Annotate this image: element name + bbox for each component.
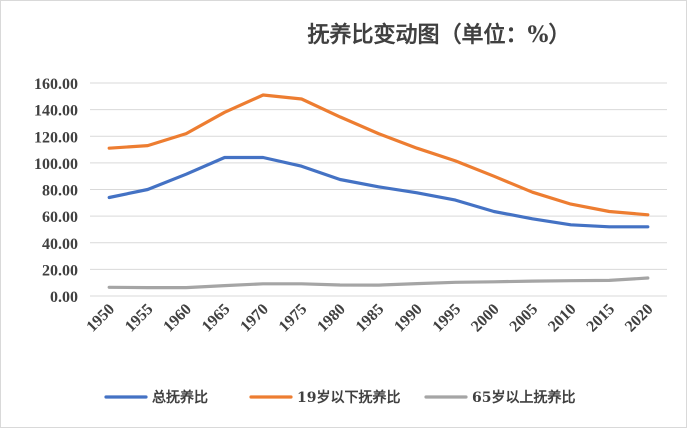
- x-tick-label: 1985: [353, 301, 388, 336]
- series-line-3: [107, 276, 650, 290]
- x-axis-ticks: 1950 1955 1960 1965 1970 1975 1980 1985 1990 1995…: [83, 301, 656, 336]
- x-tick-label: 1950: [83, 301, 118, 336]
- legend-label-3: 65岁以上抚养比: [472, 389, 575, 406]
- y-tick-label: 120.00: [34, 129, 78, 146]
- x-tick-label: 1955: [122, 301, 157, 336]
- x-tick-label: 2020: [622, 301, 657, 336]
- legend: 总抚养比 19岁以下抚养比 65岁以上抚养比: [104, 389, 575, 406]
- series-line-2: [107, 93, 650, 217]
- x-tick-label: 1995: [430, 301, 465, 336]
- y-tick-label: 160.00: [34, 76, 78, 93]
- x-tick-label: 1965: [199, 301, 234, 336]
- y-tick-label: 80.00: [42, 183, 78, 200]
- chart-title: 抚养比变动图（单位：%）: [308, 22, 571, 48]
- y-tick-label: 60.00: [42, 209, 78, 226]
- x-tick-label: 2015: [583, 301, 618, 336]
- legend-label-1: 总抚养比: [152, 389, 208, 406]
- x-tick-label: 1990: [391, 301, 426, 336]
- series-lines: [107, 93, 650, 290]
- x-tick-label: 2010: [545, 301, 580, 336]
- x-tick-label: 1980: [314, 301, 349, 336]
- y-axis-ticks: 0.00 20.00 40.00 60.00 80.00 100.00 120.00 140.…: [34, 76, 78, 306]
- y-tick-label: 20.00: [42, 262, 78, 279]
- x-tick-label: 1975: [276, 301, 311, 336]
- y-tick-label: 0.00: [50, 289, 78, 306]
- y-tick-label: 140.00: [34, 103, 78, 120]
- series-line-1: [107, 155, 650, 229]
- x-tick-label: 2000: [468, 301, 503, 336]
- y-tick-label: 100.00: [34, 156, 78, 173]
- x-tick-label: 1970: [237, 301, 272, 336]
- x-tick-label: 2005: [507, 301, 542, 336]
- x-tick-label: 1960: [160, 301, 195, 336]
- legend-label-2: 19岁以下抚养比: [297, 389, 400, 406]
- gridlines: [90, 82, 667, 297]
- y-tick-label: 40.00: [42, 236, 78, 253]
